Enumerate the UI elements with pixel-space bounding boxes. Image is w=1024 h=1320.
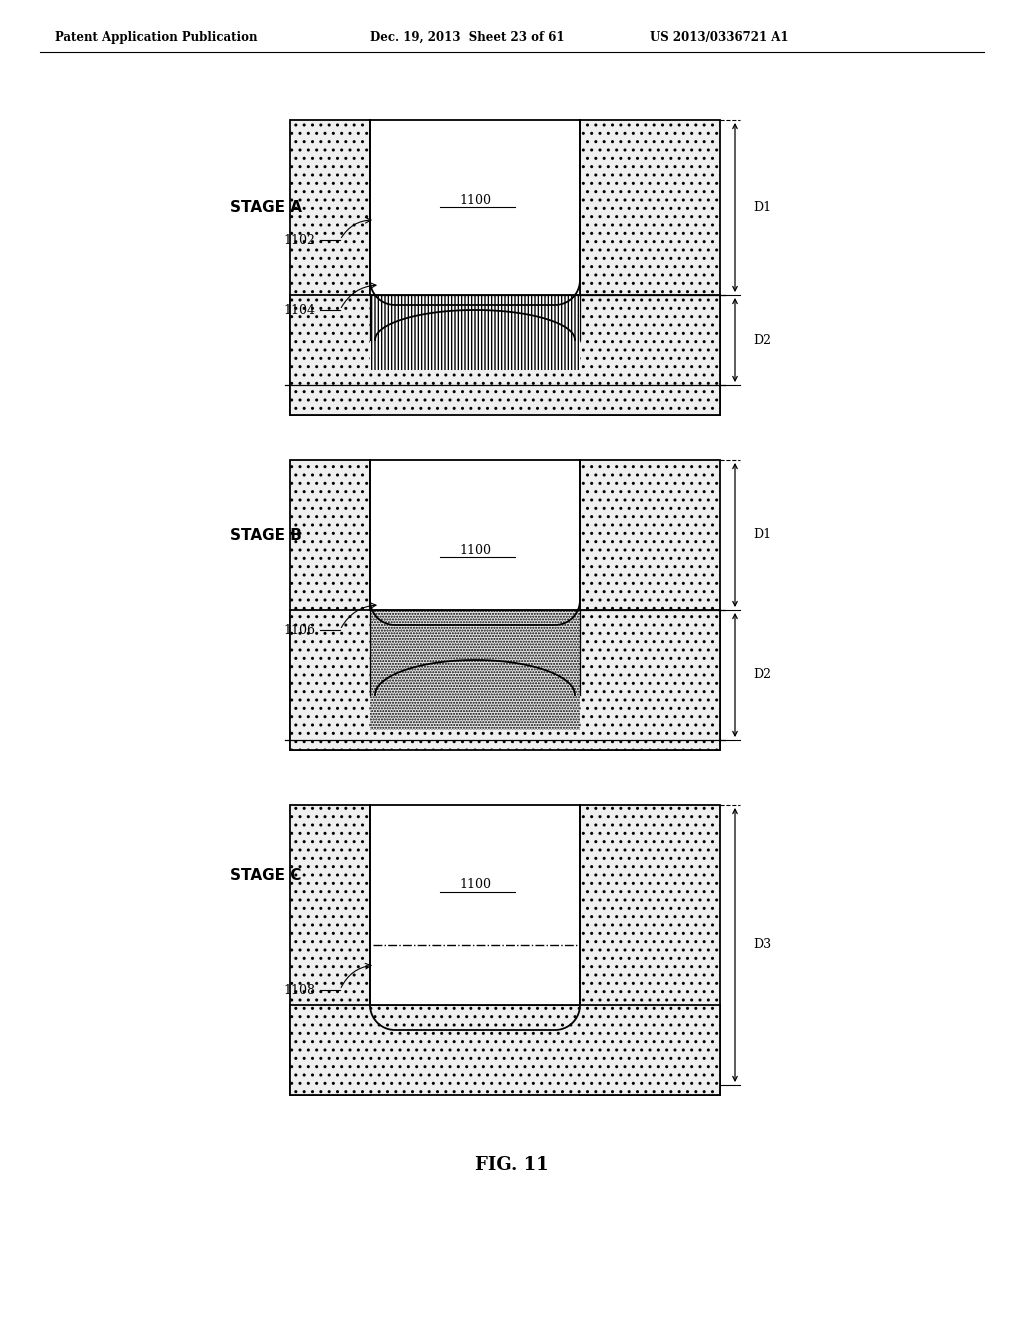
Text: D1: D1 (753, 201, 771, 214)
Text: Patent Application Publication: Patent Application Publication (55, 30, 257, 44)
Text: FIG. 11: FIG. 11 (475, 1156, 549, 1173)
Bar (580, 805, 720, 1096)
Text: 1102: 1102 (283, 234, 315, 247)
Bar (370, 610, 580, 730)
Text: D1: D1 (753, 528, 771, 541)
Text: 1100: 1100 (459, 879, 490, 891)
Text: D2: D2 (753, 668, 771, 681)
Text: Dec. 19, 2013  Sheet 23 of 61: Dec. 19, 2013 Sheet 23 of 61 (370, 30, 564, 44)
Text: 1108: 1108 (283, 983, 315, 997)
Bar (370, 120, 580, 294)
Text: STAGE B: STAGE B (230, 528, 302, 543)
Text: 1100: 1100 (459, 194, 490, 206)
Bar (290, 120, 370, 414)
Bar (290, 459, 370, 750)
Bar (370, 459, 580, 610)
Bar (370, 805, 580, 1005)
Text: STAGE C: STAGE C (230, 867, 301, 883)
Bar (370, 294, 580, 370)
Bar (290, 610, 720, 750)
Bar (580, 459, 720, 750)
Text: 1104: 1104 (283, 304, 315, 317)
Text: 1106: 1106 (283, 623, 315, 636)
Text: STAGE A: STAGE A (230, 201, 302, 215)
Text: 1100: 1100 (459, 544, 490, 557)
Bar (290, 294, 720, 414)
Bar (290, 1005, 720, 1096)
Bar (580, 120, 720, 414)
Text: US 2013/0336721 A1: US 2013/0336721 A1 (650, 30, 788, 44)
Text: D3: D3 (753, 939, 771, 952)
Text: D2: D2 (753, 334, 771, 346)
Bar (290, 805, 370, 1096)
